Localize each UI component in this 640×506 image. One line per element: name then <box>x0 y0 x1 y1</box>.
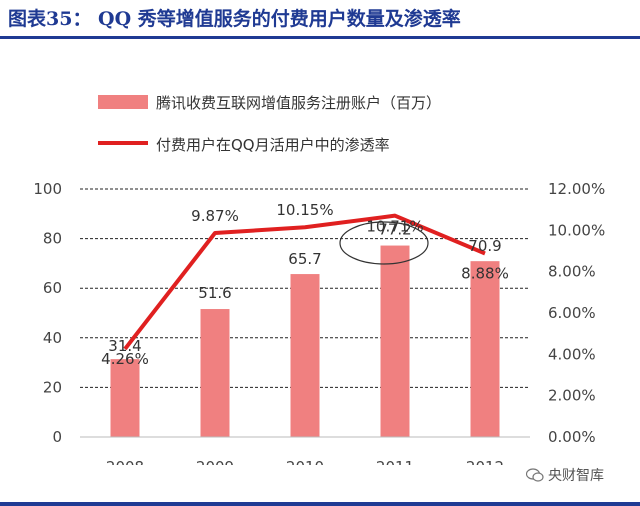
axes: 0 20 40 60 80 100 0.00% 2.00% 4.00% 6.00% 8.00% 10.… <box>33 180 605 465</box>
y-right-tick-label: 2.00% <box>548 387 596 405</box>
bar-value-label: 70.9 <box>468 237 501 255</box>
line-value-label: 10.71% <box>366 218 423 236</box>
bar-value-label: 65.7 <box>288 250 321 268</box>
bottom-divider <box>0 502 640 506</box>
bar <box>470 261 500 437</box>
legend-label-line: 付费用户在QQ月活用户中的渗透率 <box>156 136 390 154</box>
series-line <box>123 213 486 351</box>
bar-value-label: 77.2 <box>378 221 411 239</box>
x-tick-label: 2010 <box>286 458 324 465</box>
bar-value-label: 51.6 <box>198 284 231 302</box>
y-left-tick-label: 80 <box>43 230 62 248</box>
y-left-tick-label: 100 <box>33 180 62 198</box>
x-tick-label: 2012 <box>466 458 504 465</box>
x-tick-label: 2009 <box>196 458 234 465</box>
x-tick-label: 2011 <box>376 458 414 465</box>
watermark: 央财智库 <box>526 465 604 485</box>
line-value-label: 9.87% <box>191 207 239 225</box>
y-left-tick-label: 60 <box>43 279 62 297</box>
title-divider <box>0 36 640 39</box>
line-series <box>123 213 486 351</box>
watermark-text: 央财智库 <box>548 468 604 484</box>
y-left-tick-label: 0 <box>52 428 62 446</box>
bar <box>380 245 410 437</box>
line-value-label: 4.26% <box>101 350 149 368</box>
y-right-tick-label: 6.00% <box>548 304 596 322</box>
bar <box>290 274 320 437</box>
annotation-ellipse <box>339 221 429 265</box>
y-right-tick-label: 0.00% <box>548 428 596 446</box>
legend-label-bar: 腾讯收费互联网增值服务注册账户（百万） <box>156 94 441 112</box>
y-left-tick-label: 40 <box>43 329 62 347</box>
bar-series <box>110 245 500 437</box>
line-value-label: 8.88% <box>461 264 509 282</box>
y-right-tick-label: 12.00% <box>548 180 605 198</box>
data-labels: 31.4 51.6 65.7 77.2 70.9 4.26% 9.87% 10.15% 10.7… <box>101 201 509 368</box>
x-tick-label: 2008 <box>106 458 144 465</box>
chart: 腾讯收费互联网增值服务注册账户（百万） 付费用户在QQ月活用户中的渗透率 31.… <box>33 94 605 465</box>
title-bar: 图表35： QQ 秀等增值服务的付费用户数量及渗透率 <box>0 0 640 36</box>
y-right-tick-label: 10.00% <box>548 221 605 239</box>
legend-swatch-bar <box>98 95 148 109</box>
y-left-tick-label: 20 <box>43 378 62 396</box>
line-value-label: 10.15% <box>276 201 333 219</box>
figure-title: 图表35： QQ 秀等增值服务的付费用户数量及渗透率 <box>8 8 461 30</box>
legend: 腾讯收费互联网增值服务注册账户（百万） 付费用户在QQ月活用户中的渗透率 <box>98 94 441 154</box>
wechat-icon <box>526 468 544 482</box>
bar <box>200 309 230 437</box>
bar <box>110 359 140 437</box>
y-right-tick-label: 4.00% <box>548 345 596 363</box>
bar-value-label: 31.4 <box>108 337 141 355</box>
y-right-tick-label: 8.00% <box>548 263 596 281</box>
